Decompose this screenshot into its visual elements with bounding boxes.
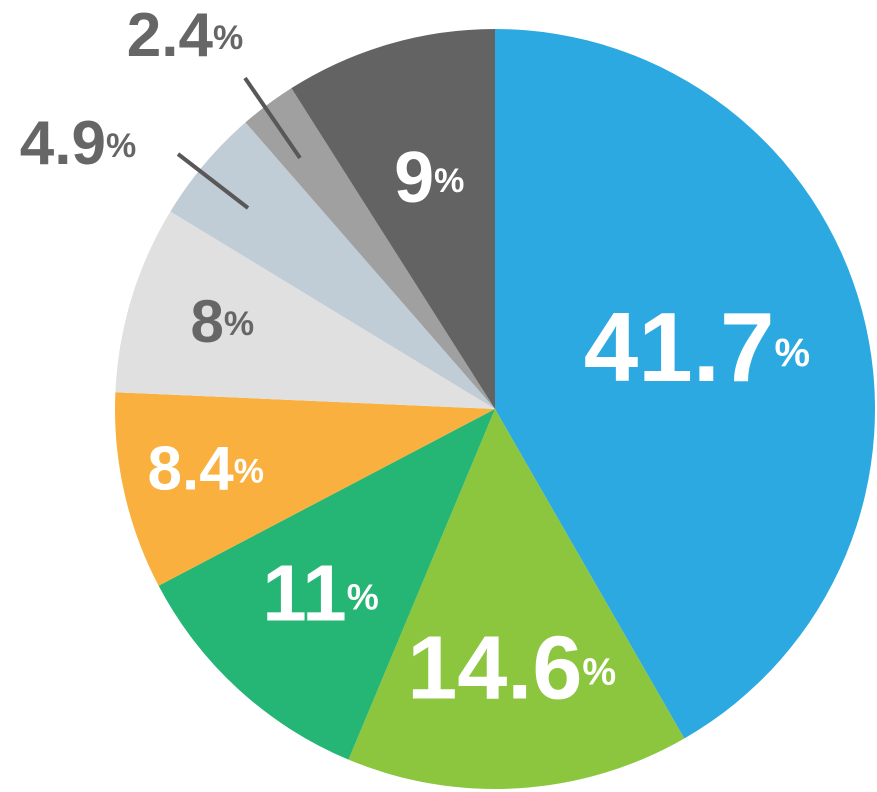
slice-unit: % — [434, 162, 464, 200]
pie-slice-4 — [115, 392, 496, 586]
slice-value: 14.6 — [407, 618, 582, 718]
slice-label-1: 41.7% — [584, 292, 810, 402]
callout-leader-lines — [176, 76, 302, 210]
pie-slice-8 — [291, 29, 495, 409]
pie-slice-3 — [158, 409, 495, 760]
leader-line-6 — [176, 152, 250, 210]
slice-value: 2.4 — [127, 1, 214, 70]
slice-label-5: 8% — [191, 288, 255, 355]
slice-unit: % — [224, 305, 254, 343]
pie-slice-6 — [170, 122, 495, 410]
slice-label-4: 8.4% — [148, 435, 264, 504]
slice-value: 11 — [262, 549, 347, 638]
slice-value: 9 — [394, 138, 434, 218]
slice-unit: % — [213, 19, 243, 57]
slice-unit: % — [582, 652, 616, 694]
slice-label-7: 2.4% — [127, 1, 243, 70]
pie-slices — [115, 29, 876, 790]
slice-unit: % — [234, 453, 264, 491]
slice-value: 4.9 — [20, 109, 106, 178]
slice-label-6: 4.9% — [20, 109, 136, 178]
slice-unit: % — [106, 127, 136, 165]
slice-value: 8 — [191, 288, 224, 355]
slice-value: 8.4 — [148, 435, 235, 504]
slice-unit: % — [347, 576, 379, 617]
pie-labels: 41.7%14.6%11%8.4%8%4.9%2.4%9% — [20, 1, 810, 718]
leader-line-7 — [243, 76, 302, 160]
pie-slice-5 — [115, 211, 495, 409]
pie-slice-1 — [495, 29, 876, 739]
slice-label-8: 9% — [394, 138, 464, 218]
slice-value: 41.7 — [584, 292, 775, 402]
slice-label-2: 14.6% — [407, 618, 616, 718]
slice-label-3: 11% — [262, 549, 379, 638]
slice-unit: % — [775, 331, 811, 375]
pie-slice-7 — [245, 88, 495, 409]
pie-slice-2 — [348, 409, 685, 790]
